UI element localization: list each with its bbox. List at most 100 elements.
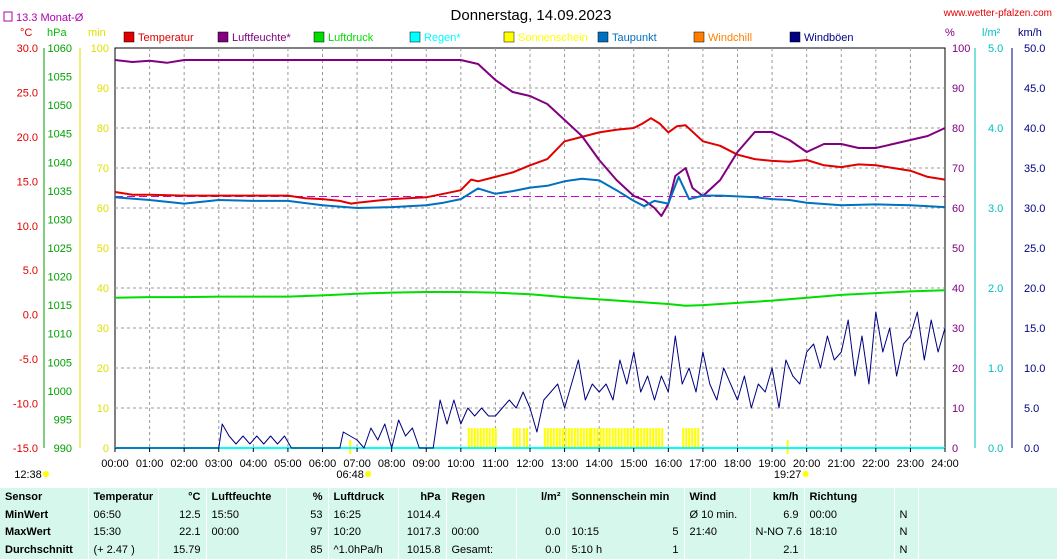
- stats-cell: [446, 505, 517, 524]
- sunshine-bar: [515, 428, 518, 448]
- temp-tick-label: 30.0: [17, 43, 38, 55]
- sun-tick-label: 30: [97, 323, 109, 335]
- sunshine-bar: [470, 428, 473, 448]
- sunshine-bar: [623, 428, 626, 448]
- temp-tick-label: -5.0: [19, 354, 38, 366]
- sun-marker-label: 19:27: [774, 469, 802, 481]
- legend-swatch: [503, 31, 515, 43]
- legend-label: Windchill: [708, 32, 752, 44]
- stats-header-row: Sensor Temperatur °C Luftfeuchte % Luftd…: [0, 488, 1058, 506]
- temp-tick-label: 10.0: [17, 221, 38, 233]
- sunshine-bar: [626, 428, 629, 448]
- stats-cell: 10:20: [328, 523, 399, 542]
- sunshine-bar: [473, 428, 476, 448]
- stats-cell: 00:00: [206, 523, 287, 542]
- legend-label: Regen*: [424, 32, 461, 44]
- sun-tick-label: 70: [97, 163, 109, 175]
- weather-chart: 30.0 25.0 20.0 15.0 10.0 5.0 0.0 -5.0 -10.0 -15.0…: [3, 7, 1052, 481]
- stats-cell: ^1.0hPa/h: [328, 541, 399, 559]
- sunshine-bar: [561, 428, 564, 448]
- rain-tick-label: 2.0: [988, 283, 1003, 295]
- sunshine-bar: [523, 428, 526, 448]
- sunshine-bar: [558, 428, 561, 448]
- hum-tick-label: 80: [952, 123, 964, 135]
- sunshine-bar: [620, 428, 623, 448]
- stats-cell: 10:15: [571, 526, 600, 539]
- sunshine-bar: [632, 428, 635, 448]
- x-tick-label: 06:00: [309, 458, 337, 470]
- stats-header: km/h: [750, 488, 805, 506]
- stats-row-max: MaxWert 15:30 22.1 00:00 97 10:20 1017.3…: [0, 523, 1058, 542]
- sunshine-bar: [637, 428, 640, 448]
- sunshine-bar: [661, 428, 664, 448]
- x-tick-label: 19:00: [758, 458, 786, 470]
- stats-cell: 18:10: [804, 523, 895, 542]
- press-tick-label: 1025: [48, 243, 72, 255]
- wind-tick-label: 0.0: [1024, 443, 1039, 455]
- sunshine-bar: [694, 428, 697, 448]
- wind-tick-label: 45.0: [1024, 83, 1045, 95]
- rain-tick-label: 1.0: [988, 363, 1003, 375]
- temp-unit: °C: [20, 27, 32, 39]
- sun-marker-label: 12:38: [14, 469, 42, 481]
- x-tick-label: 00:00: [101, 458, 129, 470]
- sunshine-bar: [491, 428, 494, 448]
- x-tick-label: 02:00: [170, 458, 198, 470]
- stats-cell: 00:00: [446, 523, 517, 542]
- legend-label: Temperatur: [138, 32, 194, 44]
- wind-tick-label: 5.0: [1024, 403, 1039, 415]
- hum-tick-label: 90: [952, 83, 964, 95]
- chart-title: Donnerstag, 14.09.2023: [451, 7, 612, 24]
- wind-tick-label: 30.0: [1024, 203, 1045, 215]
- legend-swatch: [409, 31, 421, 43]
- sun-tick-label: 60: [97, 203, 109, 215]
- x-tick-label: 15:00: [620, 458, 648, 470]
- stats-cell: 5:10 h: [571, 544, 603, 557]
- sunshine-bar: [602, 428, 605, 448]
- stats-header: hPa: [398, 488, 447, 506]
- stats-header: °C: [158, 488, 207, 506]
- legend-swatch: [789, 31, 801, 43]
- press-tick-label: 1030: [48, 214, 72, 226]
- hum-unit: %: [945, 27, 955, 39]
- sunshine-bar: [564, 428, 567, 448]
- stats-cell: Gesamt:: [446, 541, 517, 559]
- temp-tick-label: 0.0: [23, 310, 38, 322]
- stats-row-label: MaxWert: [0, 523, 89, 542]
- site-link[interactable]: www.wetter-pfalzen.com: [943, 8, 1052, 19]
- wind-tick-label: 20.0: [1024, 283, 1045, 295]
- x-tick-label: 17:00: [689, 458, 717, 470]
- sunshine-bar: [596, 428, 599, 448]
- stats-table: Sensor Temperatur °C Luftfeuchte % Luftd…: [0, 488, 1058, 559]
- stats-cell: [684, 541, 751, 559]
- sunshine-bar: [608, 428, 611, 448]
- legend-swatch: [313, 31, 325, 43]
- press-tick-label: 1020: [48, 272, 72, 284]
- sunshine-bar: [640, 428, 643, 448]
- sunshine-bar: [526, 428, 529, 448]
- sun-marker-icon: [802, 471, 809, 477]
- press-tick-label: 1015: [48, 300, 72, 312]
- press-tick-label: 1010: [48, 329, 72, 341]
- sunshine-bar: [482, 428, 485, 448]
- stats-row-label: Durchschnitt: [0, 541, 89, 559]
- x-tick-label: 14:00: [585, 458, 613, 470]
- sunshine-bar: [582, 428, 585, 448]
- sunshine-bar: [635, 428, 638, 448]
- sunshine-bar: [652, 428, 655, 448]
- series-line-luftfeuchte: [114, 59, 946, 217]
- sun-marker-icon: [365, 471, 372, 477]
- stats-header: l/m²: [516, 488, 567, 506]
- sunshine-bar: [691, 428, 694, 448]
- stats-cell: 22.1: [158, 523, 207, 542]
- x-tick-label: 09:00: [412, 458, 440, 470]
- wind-tick-label: 40.0: [1024, 123, 1045, 135]
- rain-tick-label: 3.0: [988, 203, 1003, 215]
- x-tick-label: 10:00: [447, 458, 475, 470]
- stats-cell: Ø 10 min.: [684, 505, 751, 524]
- legend-label: Luftdruck: [328, 32, 374, 44]
- stats-cell: N-NO 7.6: [750, 523, 805, 542]
- sun-tick-label: 0: [103, 443, 109, 455]
- hum-tick-label: 0: [952, 443, 958, 455]
- sunshine-bar: [485, 428, 488, 448]
